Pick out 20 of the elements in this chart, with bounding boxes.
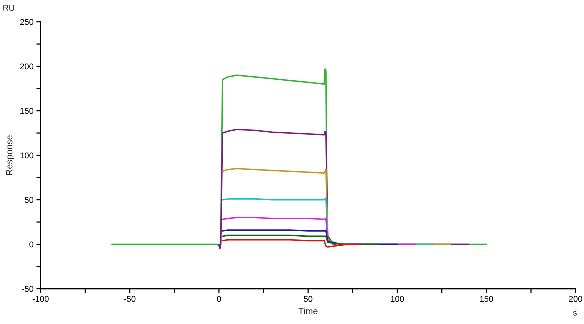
y-tick-label: 0	[30, 242, 34, 248]
x-tick-label: 0	[217, 296, 222, 302]
y-tick-label: 50	[25, 197, 34, 204]
x-tick-label: 200	[569, 296, 582, 302]
x-axis-title: Time	[298, 308, 318, 315]
x-tick-label: 150	[480, 296, 494, 302]
y-axis-title: Response	[6, 136, 14, 176]
y-tick-label: 150	[20, 108, 34, 114]
x-tick-label: 50	[304, 296, 313, 302]
y-tick-label: 200	[20, 64, 34, 70]
line-series	[222, 239, 363, 248]
y-tick-label: 250	[20, 19, 34, 26]
y-tick-label: -50	[22, 286, 34, 292]
line-series	[222, 234, 380, 246]
x-tick-label: 100	[391, 296, 404, 302]
y-tick-label: 100	[20, 152, 34, 159]
text: s	[573, 311, 578, 316]
x-tick-label: -100	[32, 296, 49, 302]
text: RU	[4, 5, 14, 11]
x-tick-label: -50	[124, 296, 136, 302]
